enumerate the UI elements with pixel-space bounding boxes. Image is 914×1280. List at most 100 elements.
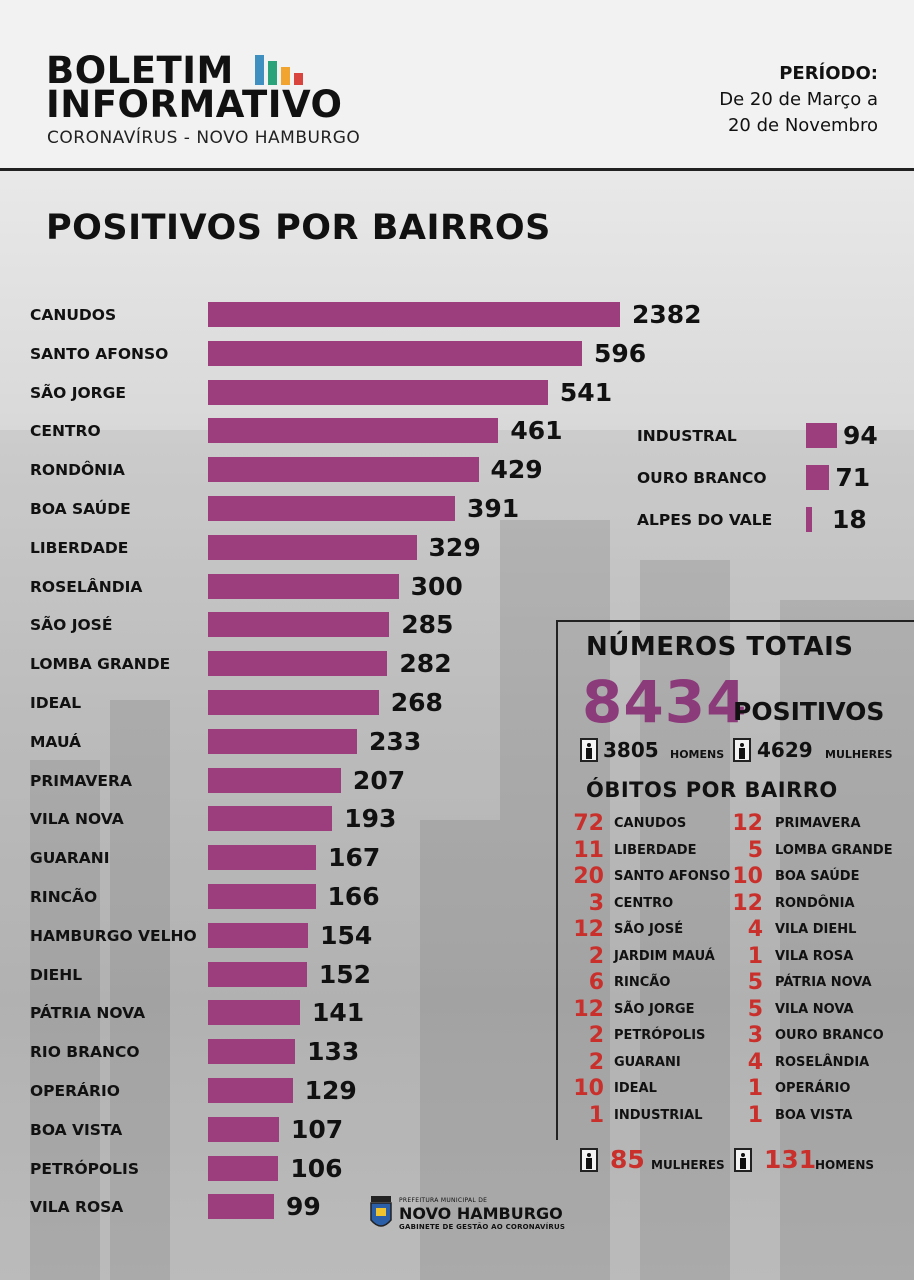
male-icon [580, 738, 598, 762]
data-label: 167 [328, 843, 381, 873]
bar [208, 418, 499, 444]
category-label: LIBERDADE [30, 538, 129, 557]
death-count: 1 [588, 1102, 604, 1128]
data-label: 94 [843, 421, 878, 450]
category-label: DIEHL [30, 965, 83, 984]
totals-border [556, 620, 558, 1140]
bar [806, 423, 837, 448]
bar [208, 457, 479, 483]
death-count: 12 [732, 890, 763, 916]
category-label: HAMBURGO VELHO [30, 926, 197, 945]
category-label: PETRÓPOLIS [30, 1159, 139, 1178]
category-label: CENTRO [30, 422, 101, 441]
death-neighborhood-label: IDEAL [614, 1081, 657, 1096]
death-count: 2 [588, 1023, 604, 1048]
data-label: 107 [290, 1114, 344, 1144]
building-shape [640, 560, 730, 1280]
category-label: GUARANI [30, 849, 110, 868]
deaths-men-count: 131 [764, 1145, 817, 1174]
death-neighborhood-label: SÃO JORGE [614, 1001, 695, 1017]
category-label: PRIMAVERA [30, 771, 132, 790]
death-count: 12 [573, 917, 604, 942]
bar [208, 1116, 279, 1142]
subtitle: CORONAVÍRUS - NOVO HAMBURGO [47, 128, 361, 148]
category-label: ALPES DO VALE [637, 511, 773, 529]
data-label: 141 [312, 998, 365, 1028]
city-background [0, 430, 914, 1280]
death-neighborhood-label: SANTO AFONSO [614, 869, 731, 884]
bar [208, 340, 582, 366]
death-count: 4 [747, 917, 763, 942]
bar [208, 728, 358, 754]
death-neighborhood-label: ROSELÂNDIA [775, 1054, 870, 1070]
deaths-men-label: HOMENS [815, 1158, 875, 1172]
category-label: SÃO JOSÉ [30, 616, 113, 635]
death-count: 5 [747, 837, 763, 863]
death-count: 1 [747, 1076, 763, 1101]
category-label: BOA SAÚDE [30, 500, 131, 518]
death-neighborhood-label: RINCÃO [614, 975, 671, 990]
death-neighborhood-label: VILA DIEHL [775, 922, 857, 937]
period-line-2: 20 de Novembro [727, 115, 878, 136]
building-shape [420, 820, 500, 1280]
death-count: 2 [588, 1049, 604, 1075]
data-label: 207 [352, 765, 406, 795]
bar [208, 573, 399, 599]
data-label: 391 [466, 494, 520, 523]
data-label: 268 [390, 688, 443, 717]
category-label: VILA ROSA [30, 1198, 124, 1217]
category-label: CANUDOS [30, 306, 117, 324]
death-count: 11 [573, 837, 604, 863]
total-positive-label: POSITIVOS [733, 697, 885, 726]
data-label: 106 [290, 1153, 343, 1183]
death-neighborhood-label: INDUSTRIAL [614, 1107, 703, 1123]
data-label: 429 [490, 455, 543, 485]
bar [208, 302, 620, 327]
totals-border-top [556, 620, 914, 622]
building-shape [110, 700, 170, 1280]
bar [208, 1194, 274, 1220]
period-line-1: De 20 de Março a [719, 89, 878, 110]
category-label: PÁTRIA NOVA [30, 1004, 146, 1023]
category-label: SANTO AFONSO [30, 344, 169, 363]
footer-small-text: PREFEITURA MUNICIPAL DE [399, 1197, 488, 1204]
death-count: 4 [747, 1049, 763, 1075]
category-label: MAUÁ [30, 732, 82, 751]
men-count: 3805 [603, 738, 659, 762]
city-crest-icon [370, 1196, 392, 1227]
data-label: 193 [344, 804, 397, 834]
category-label: RINCÃO [30, 888, 98, 906]
building-shape [30, 760, 100, 1280]
title-line-1: BOLETIM [46, 49, 234, 92]
male-icon [734, 1148, 752, 1172]
category-label: RONDÔNIA [30, 461, 125, 480]
bar [208, 496, 455, 521]
header-divider [0, 168, 914, 171]
total-positive-count: 8434 [582, 668, 748, 736]
bar [806, 465, 830, 490]
death-count: 5 [747, 970, 763, 995]
death-count: 72 [573, 811, 604, 836]
bar [208, 884, 316, 909]
bar [208, 1155, 279, 1181]
bar [208, 1039, 296, 1065]
bar [208, 1078, 293, 1103]
death-neighborhood-label: PÁTRIA NOVA [775, 975, 872, 990]
header [0, 0, 914, 170]
data-label: 461 [510, 416, 563, 446]
title-line-2: INFORMATIVO [46, 83, 343, 126]
data-label: 282 [399, 649, 452, 679]
death-neighborhood-label: SÃO JOSÉ [614, 922, 684, 937]
death-neighborhood-label: JARDIM MAUÁ [614, 948, 715, 964]
data-label: 152 [318, 959, 372, 989]
footer-main-text: NOVO HAMBURGO [399, 1204, 563, 1223]
female-icon [733, 738, 751, 762]
data-label: 99 [286, 1192, 321, 1222]
totals-title: NÚMEROS TOTAIS [586, 632, 854, 662]
women-label: MULHERES [825, 748, 893, 761]
death-count: 10 [573, 1076, 604, 1101]
data-label: 233 [369, 726, 422, 756]
death-neighborhood-label: BOA VISTA [775, 1107, 853, 1123]
death-count: 3 [747, 1023, 763, 1048]
data-label: 71 [835, 463, 871, 492]
